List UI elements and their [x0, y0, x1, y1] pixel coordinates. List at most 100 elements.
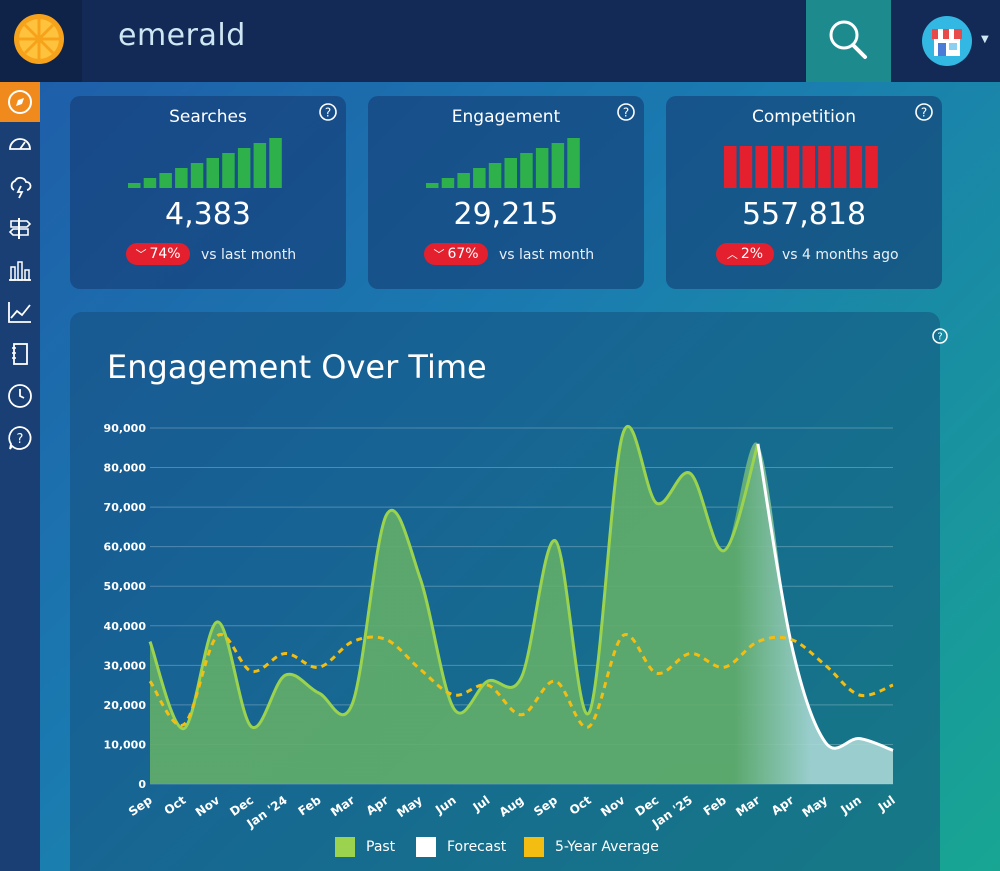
- sidebar-item-help[interactable]: ?: [0, 418, 40, 458]
- magnifier-icon: [829, 20, 867, 59]
- notebook-icon: [12, 343, 28, 365]
- comparison-text: vs last month: [201, 247, 297, 263]
- help-icon[interactable]: ?: [931, 327, 949, 345]
- x-tick-label: Jul: [875, 793, 898, 815]
- svg-text:?: ?: [17, 432, 24, 447]
- sidebar-item-trends[interactable]: [0, 166, 40, 206]
- help-icon[interactable]: ?: [319, 103, 337, 121]
- trend-bar: [159, 173, 172, 188]
- x-tick-label: Feb: [701, 793, 729, 819]
- trend-bar: [833, 146, 847, 188]
- trend-bar: [724, 146, 737, 188]
- clock-icon: [8, 384, 32, 408]
- y-tick-label: 50,000: [104, 580, 147, 593]
- trend-bar: [849, 146, 863, 188]
- trend-bar: [739, 146, 753, 188]
- legend-label: Past: [366, 839, 396, 855]
- svg-text:?: ?: [623, 106, 629, 120]
- x-tick-label: Mar: [328, 793, 357, 819]
- y-tick-label: 0: [138, 778, 146, 791]
- help-icon[interactable]: ?: [617, 103, 635, 121]
- card-title: Engagement: [451, 107, 561, 127]
- sidebar-item-bar-charts[interactable]: [0, 250, 40, 290]
- comparison-text: vs 4 months ago: [782, 247, 899, 263]
- trend-bar: [143, 178, 157, 188]
- trend-bar: [253, 143, 267, 188]
- trend-bar: [567, 138, 580, 188]
- trend-bar: [551, 143, 565, 188]
- trend-bar: [175, 168, 188, 188]
- y-tick-label: 80,000: [104, 462, 147, 475]
- change-value: 74%: [149, 246, 181, 262]
- sidebar-item-explore[interactable]: [0, 82, 40, 122]
- cloud-lightning-icon: [10, 176, 32, 199]
- x-tick-label: Oct: [567, 793, 594, 818]
- legend-swatch: [335, 837, 355, 857]
- trend-bar: [237, 148, 251, 188]
- trend-bar: [128, 183, 141, 188]
- sidebar-item-notes[interactable]: [0, 334, 40, 374]
- chevron-up-icon: ︿: [726, 248, 738, 261]
- competition-card: Competition ? 557,818 ︿ 2% vs 4 months a…: [666, 96, 942, 289]
- y-tick-label: 70,000: [104, 501, 147, 514]
- trend-bar: [771, 146, 784, 188]
- legend-item-forecast[interactable]: Forecast: [416, 837, 506, 857]
- card-title: Searches: [169, 107, 247, 127]
- x-tick-label: Mar: [733, 793, 762, 819]
- comparison-text: vs last month: [499, 247, 595, 263]
- search-button[interactable]: [806, 0, 891, 82]
- x-tick-label: Jul: [470, 793, 493, 815]
- card-value: 557,818: [741, 197, 867, 232]
- sidebar-item-dashboard[interactable]: [0, 124, 40, 164]
- legend-label: Forecast: [447, 839, 507, 855]
- card-title: Competition: [751, 107, 857, 127]
- legend-item-average[interactable]: 5-Year Average: [524, 837, 659, 857]
- trend-bar: [269, 138, 282, 188]
- help-bubble-icon: ?: [8, 426, 32, 450]
- searches-card: Searches ? 4,383 ﹀ 74% vs last month: [70, 96, 346, 289]
- chart-title: Engagement Over Time: [107, 348, 487, 386]
- bar-chart-icon: [9, 261, 31, 281]
- change-badge: ︿ 2%: [716, 243, 774, 265]
- x-tick-label: May: [394, 793, 425, 820]
- past-line: [148, 424, 760, 731]
- avatar-dropdown-icon[interactable]: ▼: [981, 34, 989, 45]
- app-logo[interactable]: [0, 0, 82, 82]
- search-query[interactable]: emerald: [118, 18, 246, 53]
- engagement-trend-bars: [426, 138, 580, 188]
- signpost-icon: [8, 218, 32, 239]
- trend-bar: [755, 146, 768, 188]
- legend-swatch: [416, 837, 436, 857]
- sidebar-item-directions[interactable]: [0, 208, 40, 248]
- sidebar: [0, 82, 40, 871]
- x-tick-label: May: [800, 793, 831, 820]
- sidebar-item-line-charts[interactable]: [0, 292, 40, 332]
- y-tick-label: 20,000: [104, 699, 147, 712]
- compass-icon: [8, 90, 32, 114]
- y-tick-label: 60,000: [104, 541, 147, 554]
- y-tick-label: 10,000: [104, 738, 147, 751]
- trend-bar: [473, 168, 486, 188]
- avatar[interactable]: [922, 16, 972, 66]
- x-tick-label: Sep: [126, 793, 155, 819]
- engagement-area: [150, 426, 893, 784]
- change-value: 67%: [447, 246, 479, 262]
- trend-bar: [426, 183, 439, 188]
- x-tick-label: Oct: [162, 793, 189, 818]
- y-tick-label: 40,000: [104, 620, 147, 633]
- change-value: 2%: [740, 246, 764, 262]
- average-line: [148, 632, 894, 729]
- x-tick-label: Apr: [769, 793, 797, 818]
- trend-bar: [222, 153, 235, 188]
- speedometer-icon: [9, 138, 31, 150]
- trend-bar: [488, 163, 502, 188]
- x-tick-label: Feb: [296, 793, 324, 819]
- trend-bar: [520, 153, 533, 188]
- legend-item-past[interactable]: Past: [335, 837, 395, 857]
- line-chart-icon: [8, 302, 31, 323]
- sidebar-item-history[interactable]: [0, 376, 40, 416]
- x-tick-label: Apr: [364, 793, 392, 818]
- y-tick-label: 30,000: [104, 659, 147, 672]
- change-badge: ﹀ 74%: [126, 243, 190, 265]
- help-icon[interactable]: ?: [915, 103, 933, 121]
